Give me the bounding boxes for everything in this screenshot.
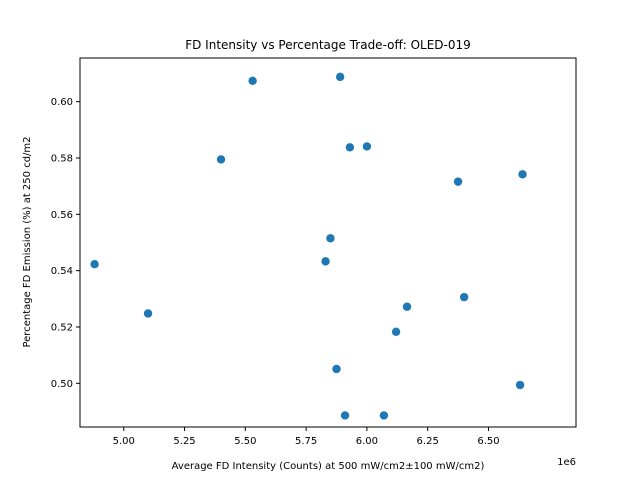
x-tick-label: 5.25 — [173, 436, 195, 447]
data-point — [518, 170, 527, 179]
data-point — [362, 142, 372, 151]
data-point — [515, 380, 525, 390]
data-point — [391, 327, 401, 336]
data-point — [143, 309, 153, 318]
data-point — [335, 72, 345, 82]
data-point — [332, 364, 341, 374]
y-tick-label: 0.54 — [51, 266, 73, 277]
data-point — [459, 292, 469, 302]
data-point — [402, 302, 412, 311]
y-tick-label: 0.60 — [51, 97, 73, 108]
data-point — [379, 411, 389, 420]
data-point — [248, 76, 257, 86]
x-tick-label: 5.75 — [295, 436, 317, 447]
x-axis-ticks: 5.00 5.25 5.50 5.75 6.00 6.25 6.50 — [113, 427, 500, 447]
x-tick-label: 6.00 — [356, 436, 378, 447]
chart-title: FD Intensity vs Percentage Trade-off: OL… — [185, 38, 471, 52]
data-point — [326, 234, 335, 243]
x-axis-offset-label: 1e6 — [557, 457, 576, 468]
x-tick-label: 6.25 — [417, 436, 439, 447]
y-tick-label: 0.58 — [51, 153, 73, 164]
x-tick-label: 5.00 — [113, 436, 135, 447]
y-tick-label: 0.50 — [51, 379, 73, 390]
data-point — [453, 177, 463, 186]
y-tick-label: 0.52 — [51, 323, 73, 334]
x-axis-label: Average FD Intensity (Counts) at 500 mW/… — [172, 461, 485, 472]
y-axis-label: Percentage FD Emission (%) at 250 cd/m2 — [22, 136, 33, 347]
data-point — [340, 411, 350, 420]
data-points — [90, 72, 527, 420]
y-tick-label: 0.56 — [51, 210, 73, 221]
data-point — [90, 259, 99, 269]
x-tick-label: 5.50 — [234, 436, 256, 447]
plot-frame — [79, 57, 577, 428]
x-tick-label: 6.50 — [477, 436, 499, 447]
data-point — [345, 143, 355, 152]
data-point — [321, 257, 330, 266]
data-point — [216, 155, 226, 164]
y-axis-ticks: 0.50 0.52 0.54 0.56 0.58 0.60 — [51, 97, 80, 390]
